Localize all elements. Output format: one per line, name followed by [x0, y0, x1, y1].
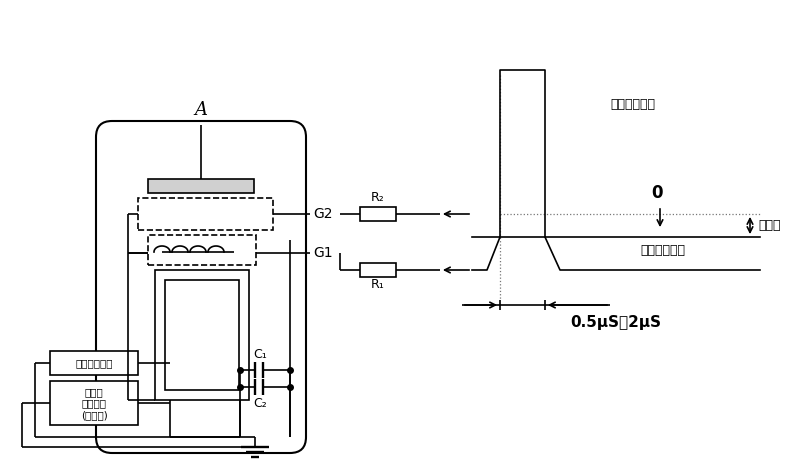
- Text: 储氢器: 储氢器: [85, 387, 103, 397]
- Bar: [360, 207, 396, 221]
- Text: 二模脆冲电压: 二模脆冲电压: [610, 99, 655, 112]
- Bar: [50, 381, 138, 425]
- Text: A: A: [194, 101, 207, 119]
- Bar: [360, 263, 396, 277]
- Text: 负偏压: 负偏压: [758, 219, 781, 232]
- Text: (可调节): (可调节): [81, 410, 107, 420]
- Bar: [138, 198, 273, 230]
- Text: R₁: R₁: [371, 278, 385, 291]
- Text: C₁: C₁: [253, 348, 266, 361]
- Text: 0: 0: [651, 184, 662, 202]
- Text: G1: G1: [313, 246, 333, 260]
- Text: 阴极加热电源: 阴极加热电源: [75, 358, 113, 368]
- Text: C₂: C₂: [253, 397, 266, 410]
- Bar: [148, 235, 256, 265]
- Text: R₂: R₂: [371, 191, 385, 204]
- Text: G2: G2: [313, 207, 333, 221]
- Text: 一模脆冲电流: 一模脆冲电流: [640, 244, 685, 257]
- Text: 0.5μS－2μS: 0.5μS－2μS: [570, 315, 661, 330]
- Bar: [50, 351, 138, 375]
- Bar: [148, 179, 254, 193]
- Bar: [155, 270, 249, 400]
- Text: 加热电源: 加热电源: [82, 398, 106, 408]
- Bar: [165, 280, 239, 390]
